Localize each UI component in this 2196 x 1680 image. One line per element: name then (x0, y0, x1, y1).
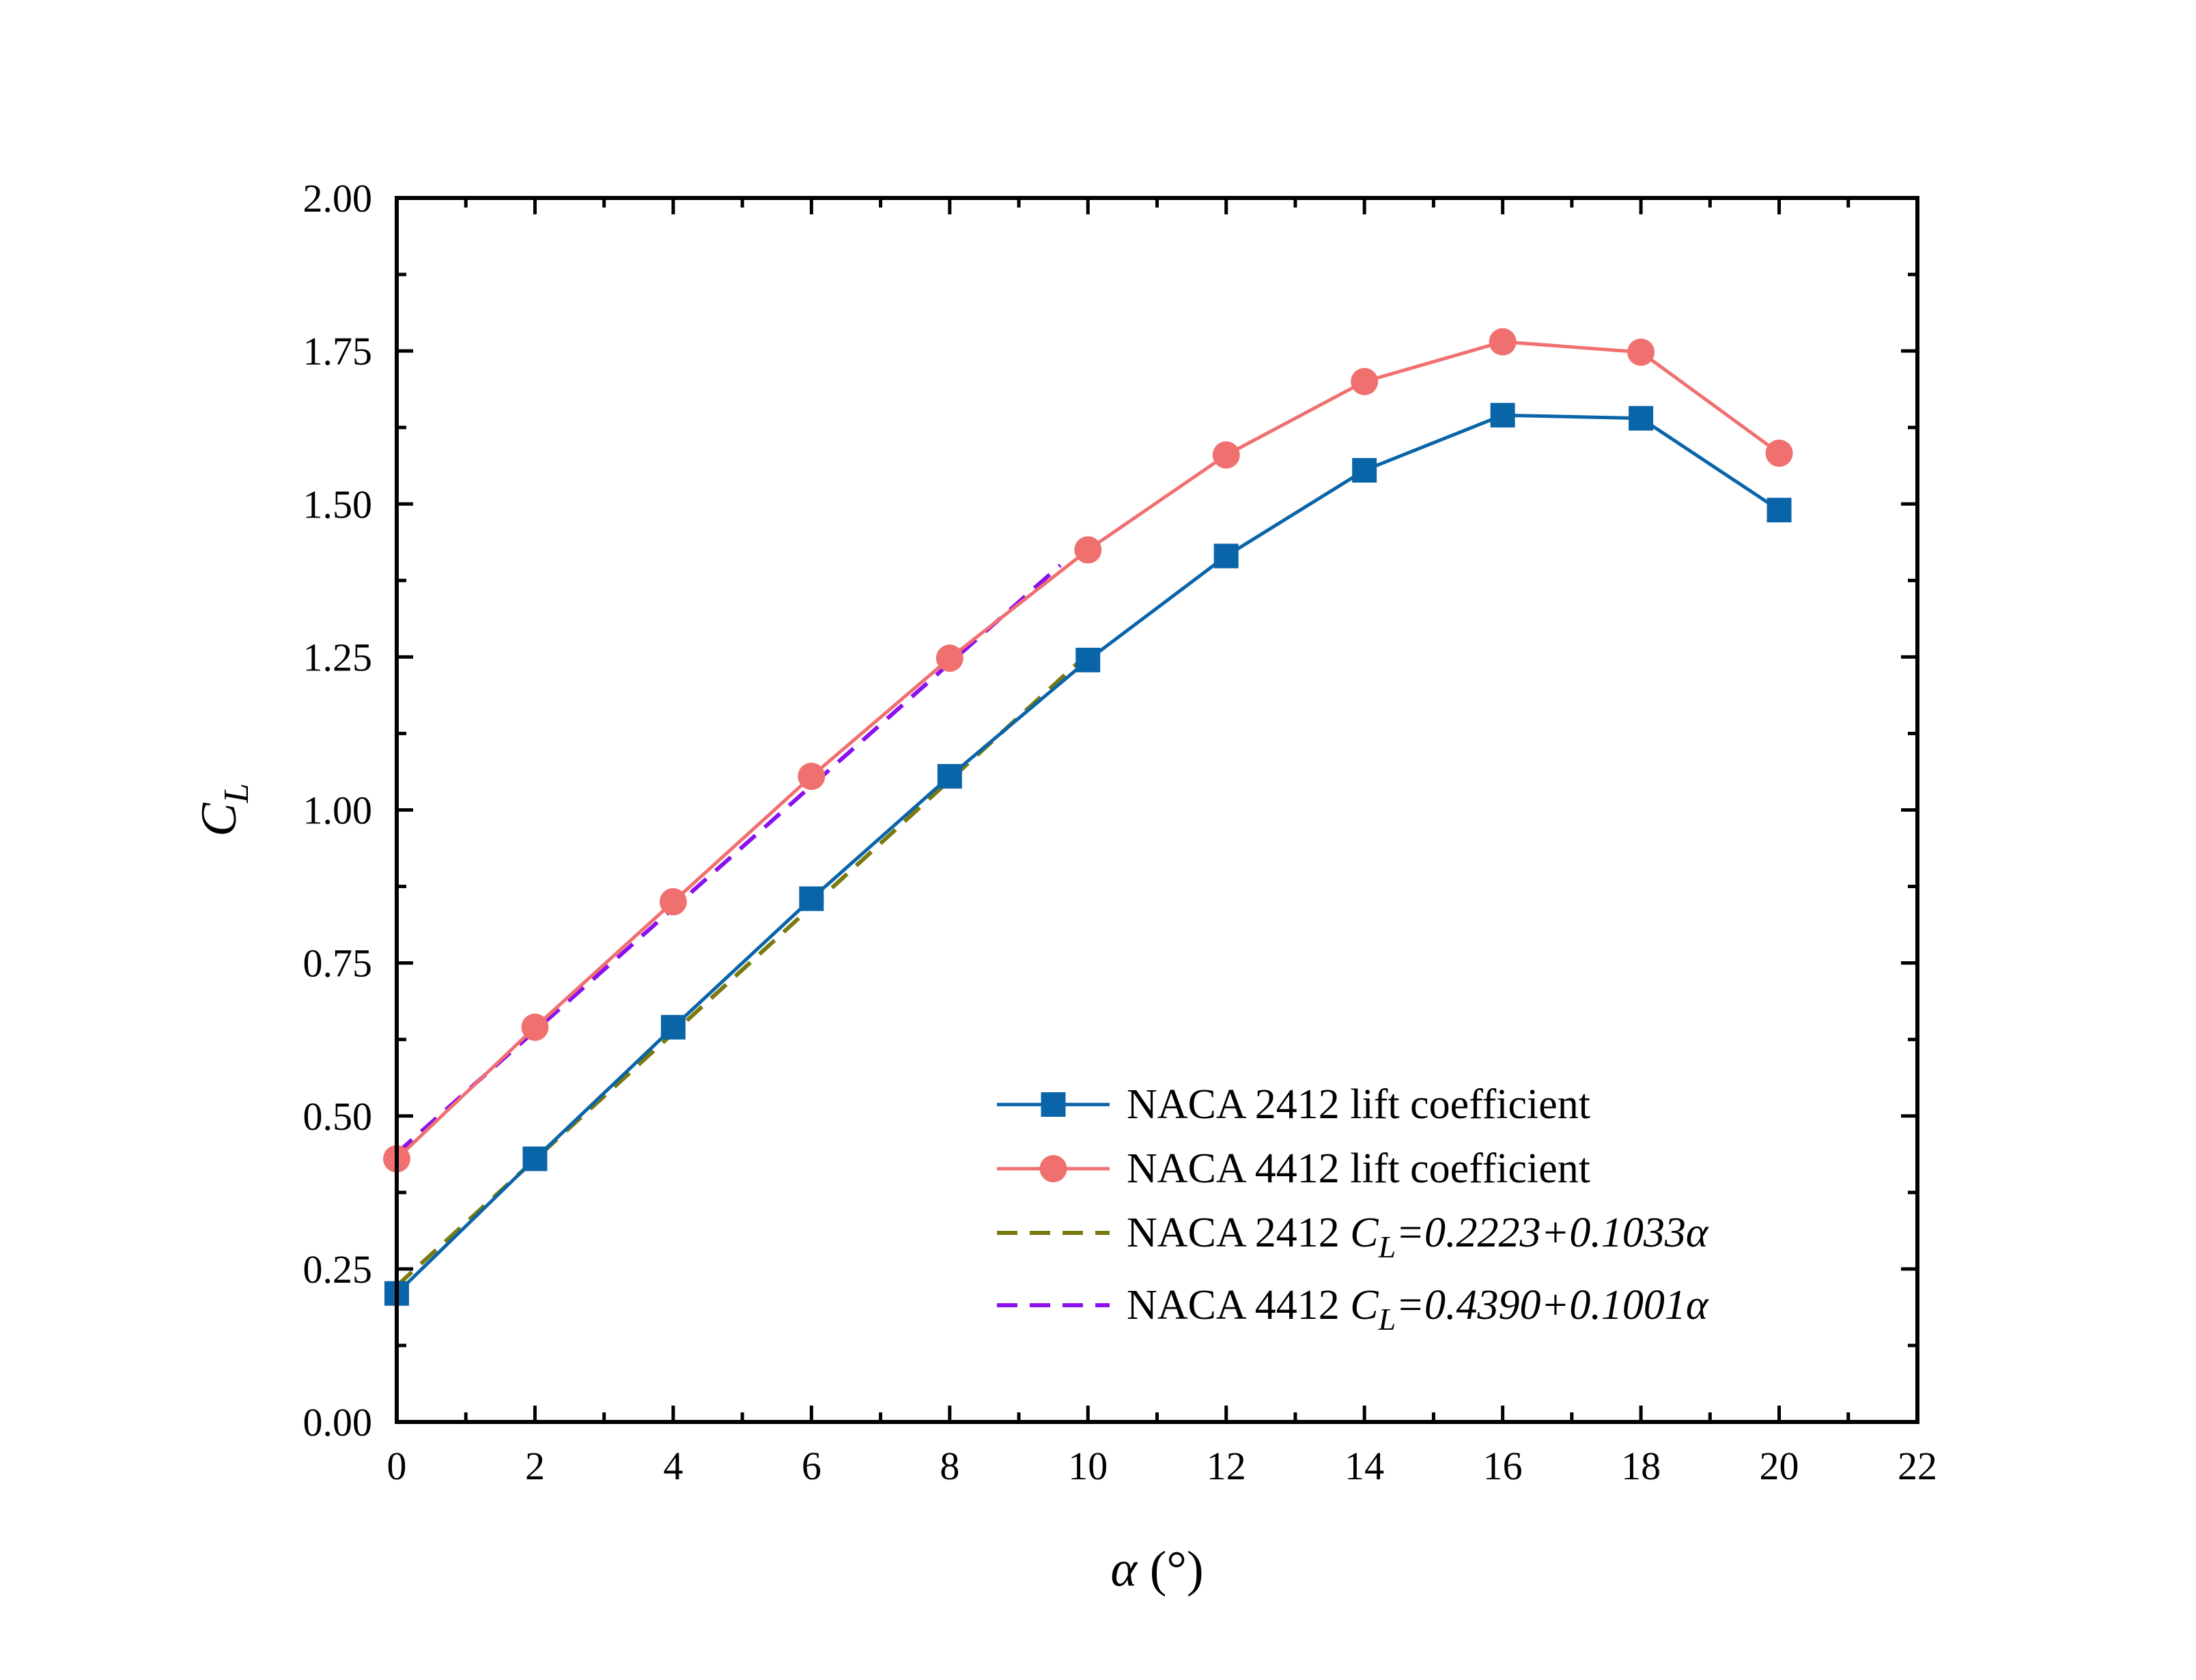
x-tick-label-8: 16 (1483, 1444, 1523, 1488)
marker-naca4412-10 (1765, 439, 1793, 467)
y-tick-label-3: 0.75 (303, 941, 373, 986)
marker-naca2412-9 (1629, 405, 1654, 431)
y-tick-label-2: 0.50 (303, 1094, 373, 1139)
legend: NACA 2412 lift coefficient NACA 4412 lift… (997, 1081, 1709, 1337)
legend-equation-fit2412: =0.2223+0.1033α (1396, 1210, 1709, 1256)
x-tick-label-6: 12 (1207, 1444, 1246, 1488)
y-axis-main: C (191, 802, 247, 837)
marker-naca4412-6 (1212, 441, 1240, 469)
legend-label-fit4412: NACA 4412 CL=0.4390+0.1001α (1127, 1282, 1709, 1337)
x-tick-label-4: 8 (940, 1444, 959, 1488)
marker-naca2412-6 (1213, 543, 1239, 569)
x-tick-label-9: 18 (1621, 1444, 1661, 1488)
y-axis-title: CL (191, 783, 256, 836)
legend-cl-fit4412: C (1350, 1282, 1379, 1328)
x-tick-label-11: 22 (1898, 1444, 1937, 1488)
x-tick-label-10: 20 (1760, 1444, 1799, 1488)
y-tick-label-6: 1.50 (303, 482, 373, 526)
y-tick-label-1: 0.25 (303, 1247, 373, 1292)
marker-naca4412-8 (1489, 328, 1517, 356)
marker-naca4412-2 (659, 887, 687, 915)
marker-naca4412-4 (935, 644, 963, 672)
x-tick-label-3: 6 (802, 1444, 821, 1488)
series-line-naca4412 (395, 340, 1781, 1161)
legend-cl-sub-fit2412: L (1378, 1229, 1396, 1264)
marker-naca2412-4 (937, 764, 962, 789)
y-tick-label-4: 1.00 (303, 788, 373, 833)
legend-label-fit2412: NACA 2412 CL=0.2223+0.1033α (1127, 1210, 1709, 1264)
marker-naca2412-10 (1766, 498, 1792, 523)
marker-naca4412-3 (798, 763, 826, 791)
legend-equation-fit4412: =0.4390+0.1001α (1396, 1282, 1709, 1328)
plot-area (383, 328, 1793, 1306)
x-tick-label-1: 2 (525, 1444, 545, 1488)
marker-naca2412-7 (1352, 457, 1377, 483)
y-tick-label-8: 2.00 (303, 176, 373, 220)
legend-cl-fit2412: C (1350, 1210, 1379, 1256)
x-tick-label-2: 4 (663, 1444, 683, 1488)
y-tick-label-5: 1.25 (303, 635, 373, 679)
marker-naca2412-2 (660, 1014, 686, 1040)
x-tick-label-0: 0 (387, 1444, 407, 1488)
x-axis-title: α (°) (1110, 1541, 1203, 1597)
x-axis-symbol: α (1110, 1541, 1138, 1597)
marker-naca4412-7 (1351, 367, 1379, 395)
legend-label-naca2412: NACA 2412 lift coefficient (1127, 1081, 1590, 1128)
x-axis-unit: (°) (1137, 1541, 1203, 1597)
y-tick-label-0: 0.00 (303, 1400, 373, 1444)
marker-naca4412-1 (521, 1013, 549, 1041)
y-tick-label-7: 1.75 (303, 329, 373, 373)
legend-label-naca4412: NACA 4412 lift coefficient (1127, 1145, 1590, 1192)
legend-cl-sub-fit4412: L (1378, 1302, 1396, 1337)
fit-line-fit2412 (395, 652, 1090, 1287)
legend-marker-naca4412 (1039, 1155, 1067, 1182)
marker-naca2412-8 (1490, 403, 1515, 428)
axes: 0 2 4 6 8 10 12 14 16 18 20 22 0.00 0.25 0.50 0.75 1.00 1… (191, 176, 1937, 1597)
legend-marker-naca2412 (1041, 1092, 1066, 1117)
marker-naca4412-5 (1074, 536, 1102, 564)
legend-prefix-fit4412: NACA 4412 (1127, 1282, 1350, 1328)
marker-naca2412-5 (1075, 647, 1101, 672)
marker-naca2412-3 (799, 886, 824, 911)
marker-naca4412-9 (1627, 338, 1655, 366)
x-tick-label-5: 10 (1068, 1444, 1108, 1488)
legend-prefix-fit2412: NACA 2412 (1127, 1210, 1350, 1256)
x-tick-label-7: 14 (1345, 1444, 1384, 1488)
marker-naca2412-1 (522, 1146, 548, 1171)
y-axis-sub: L (217, 783, 256, 803)
